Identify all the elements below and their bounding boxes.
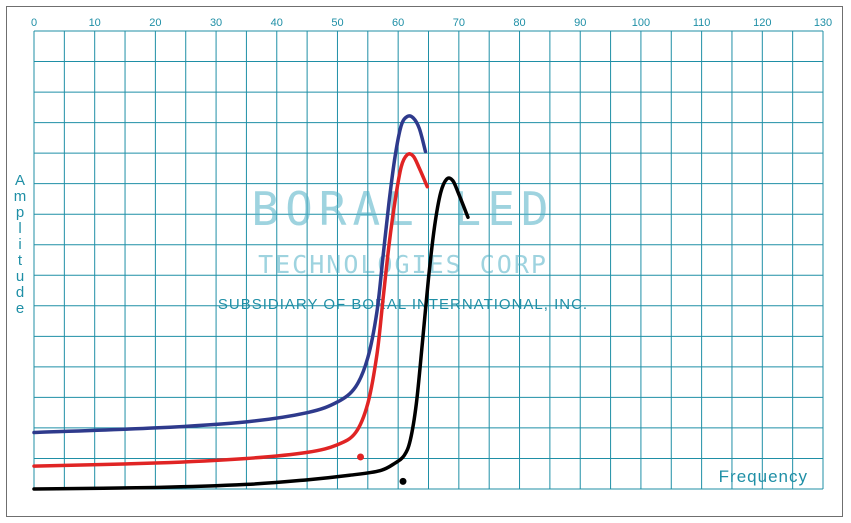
y-axis-label-letter: m (14, 188, 27, 205)
series-line-1 (32, 114, 428, 435)
x-tick-label: 10 (89, 17, 101, 29)
y-axis-label-letter: t (18, 252, 23, 269)
x-tick-label: 110 (693, 17, 711, 29)
series-line-2 (32, 152, 430, 468)
x-tick-label: 130 (814, 17, 832, 29)
x-tick-labels: 0 10 20 30 40 50 60 70 80 90 100 110 120 130 (31, 17, 832, 29)
y-axis-label-letter: d (16, 284, 24, 301)
x-tick-label: 80 (513, 17, 525, 29)
x-tick-label: 50 (331, 17, 343, 29)
watermark-line-1: BORAL LED (251, 182, 554, 236)
grid (33, 30, 824, 490)
x-tick-label: 120 (753, 17, 771, 29)
watermark-line-3: SUBSIDIARY OF BORAL INTERNATIONAL, INC. (218, 296, 588, 313)
chart-frame: BORAL LED TECHNOLOGIES CORP SUBSIDIARY O… (6, 6, 843, 517)
y-axis-label-letter: i (18, 236, 21, 253)
x-tick-label: 0 (31, 17, 37, 29)
x-tick-label: 60 (392, 17, 404, 29)
x-tick-label: 30 (210, 17, 222, 29)
watermark-line-2: TECHNOLOGIES CORP (258, 250, 548, 279)
y-axis-label-letter: l (18, 220, 21, 237)
y-axis-label-letter: p (16, 204, 24, 221)
watermark: BORAL LED TECHNOLOGIES CORP SUBSIDIARY O… (218, 182, 588, 313)
series-marker-2 (357, 453, 365, 461)
y-axis-label-letter: u (16, 268, 24, 285)
series-line-3 (32, 176, 470, 491)
x-tick-label: 20 (149, 17, 161, 29)
y-axis-label-letter: A (15, 172, 25, 189)
x-tick-label: 70 (453, 17, 465, 29)
x-tick-label: 100 (632, 17, 650, 29)
x-axis-label: Frequency (719, 467, 808, 486)
y-axis-label-letter: e (16, 300, 24, 317)
series-marker-3 (399, 477, 407, 485)
chart-svg: BORAL LED TECHNOLOGIES CORP SUBSIDIARY O… (14, 17, 832, 491)
x-tick-label: 90 (574, 17, 586, 29)
series (32, 114, 470, 491)
x-tick-label: 40 (271, 17, 283, 29)
